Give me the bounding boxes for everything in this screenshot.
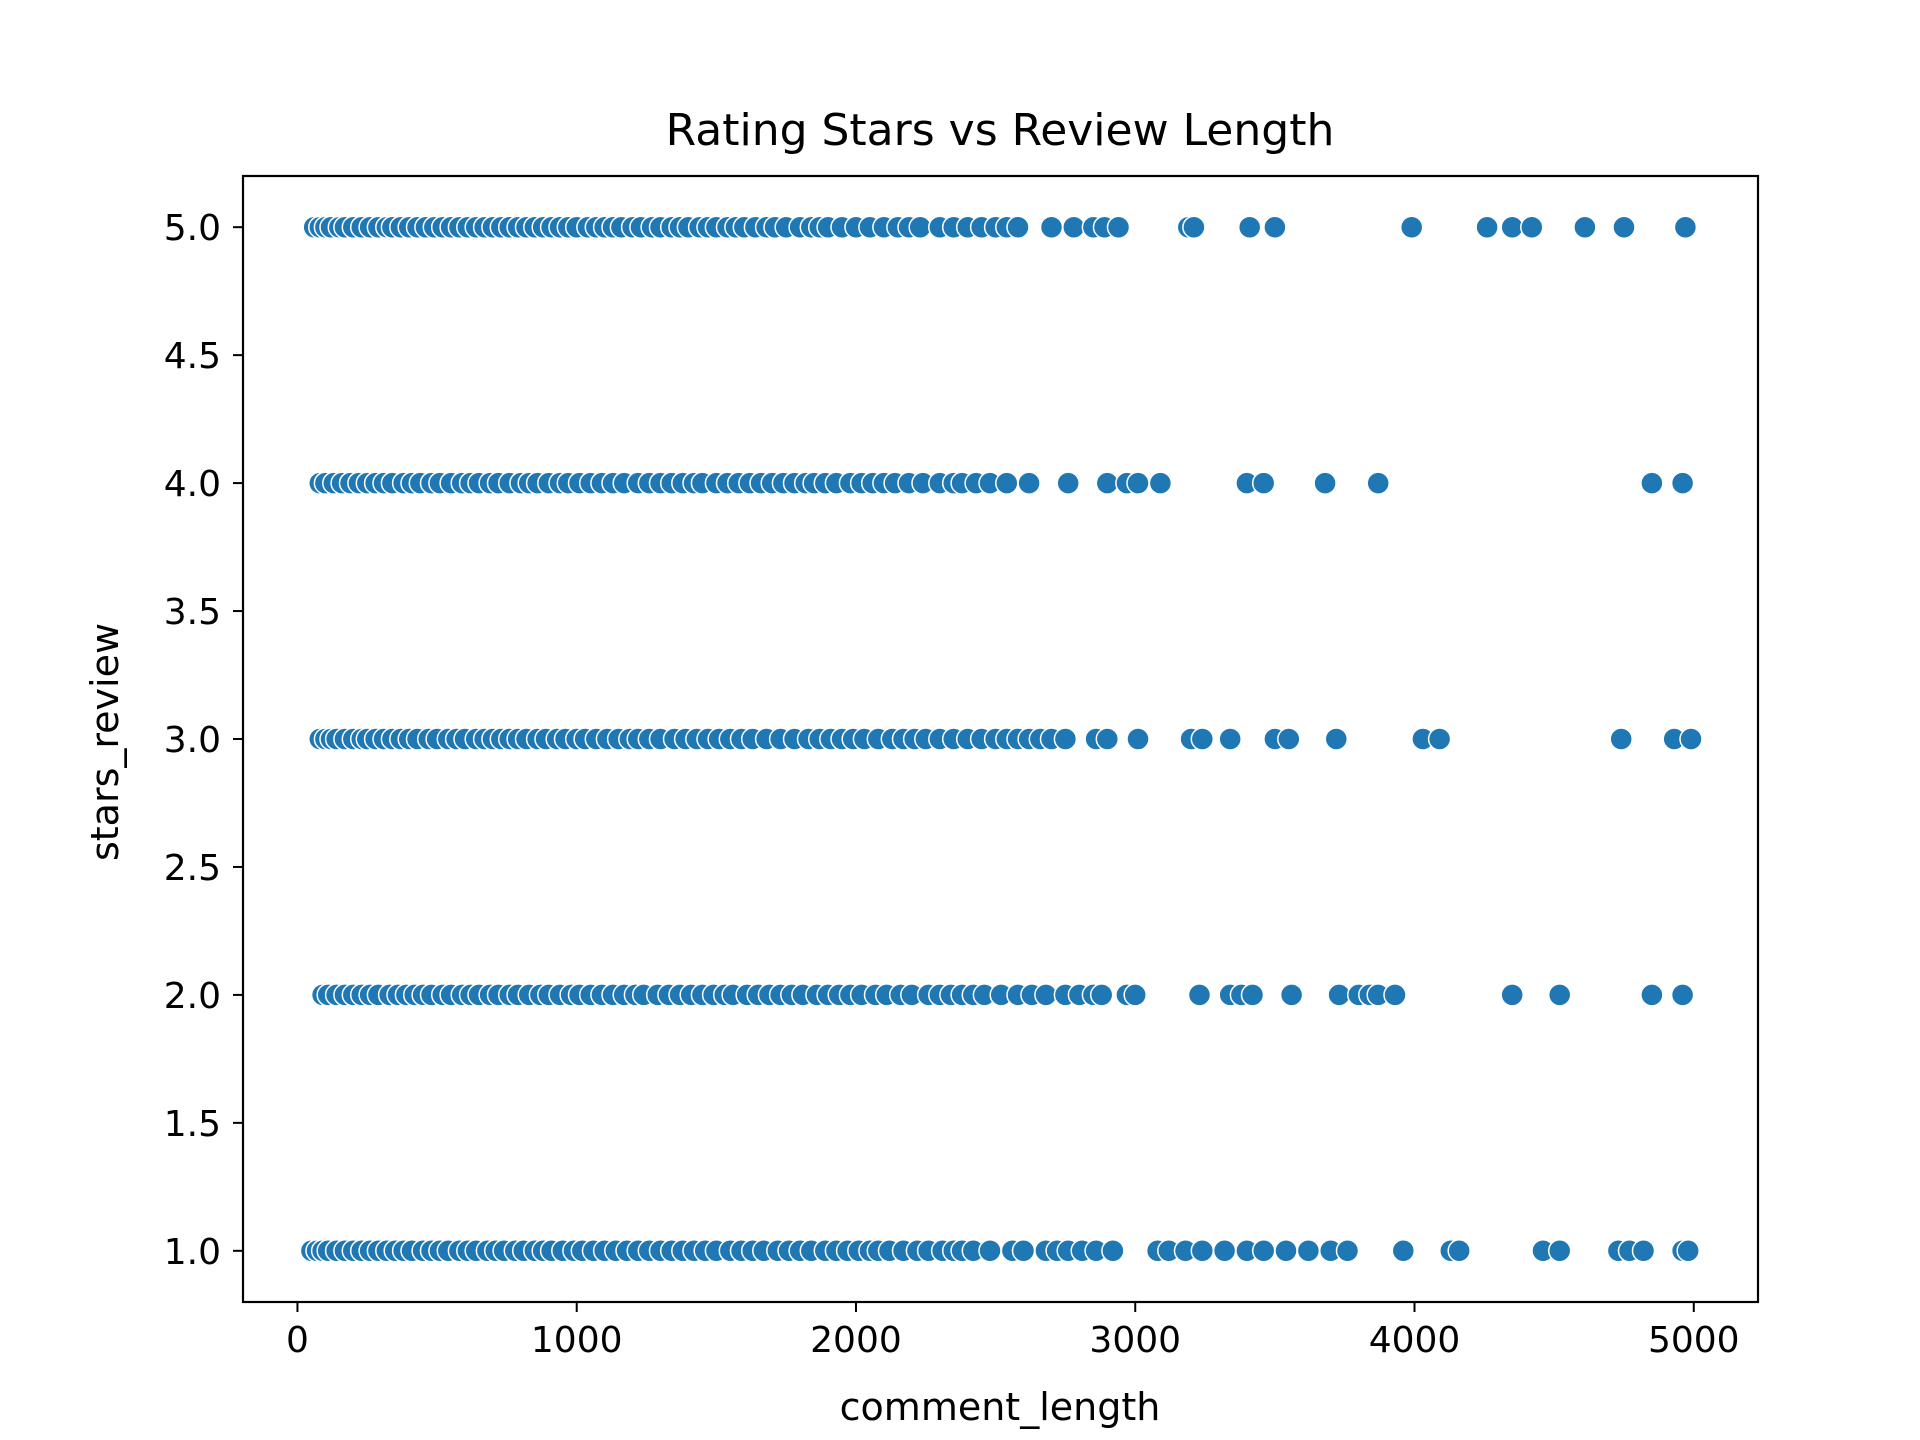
data-point	[1520, 215, 1544, 239]
x-tick-label: 5000	[1648, 1320, 1740, 1361]
x-tick-label: 2000	[810, 1320, 902, 1361]
data-point	[1383, 983, 1407, 1007]
data-point	[1218, 727, 1242, 751]
y-tick-label: 2.0	[164, 976, 221, 1017]
x-tick-label: 0	[286, 1320, 309, 1361]
data-point	[1427, 727, 1452, 751]
y-tick-label: 5.0	[164, 208, 221, 249]
data-point	[1034, 983, 1058, 1007]
data-point	[1547, 1239, 1572, 1263]
data-point	[1006, 215, 1030, 239]
data-point	[1670, 983, 1695, 1007]
data-point	[1101, 1239, 1125, 1263]
data-point	[1447, 1239, 1471, 1263]
data-point	[908, 215, 932, 239]
data-point	[1053, 727, 1078, 751]
data-point	[1277, 727, 1301, 751]
data-point	[1324, 727, 1349, 751]
data-point	[1039, 215, 1064, 239]
data-point	[1190, 1239, 1215, 1263]
plot-area-frame	[241, 174, 1760, 1304]
x-tick-label: 3000	[1089, 1320, 1181, 1361]
data-point	[1017, 471, 1041, 495]
data-point	[1123, 983, 1147, 1007]
data-point	[1062, 215, 1086, 239]
data-point	[1673, 215, 1698, 239]
y-axis-label: stars_review	[83, 623, 127, 861]
data-point	[1500, 983, 1524, 1007]
data-point	[1391, 1239, 1416, 1263]
data-point	[1056, 471, 1080, 495]
points-layer	[299, 215, 1703, 1263]
data-point	[1366, 471, 1390, 495]
data-point	[995, 471, 1019, 495]
data-point	[1095, 471, 1120, 495]
data-point	[1095, 727, 1120, 751]
data-point	[1573, 215, 1597, 239]
data-point	[1475, 215, 1499, 239]
data-point	[1612, 215, 1636, 239]
y-tick-label: 3.5	[164, 592, 221, 633]
data-point	[1106, 215, 1131, 239]
data-point	[1631, 1239, 1656, 1263]
data-point	[1011, 1239, 1036, 1263]
data-point	[1263, 215, 1287, 239]
x-tick-label: 1000	[531, 1320, 623, 1361]
data-point	[978, 1239, 1002, 1263]
data-point	[1089, 983, 1114, 1007]
data-point	[1251, 1239, 1276, 1263]
data-point	[1148, 471, 1173, 495]
y-tick-label: 1.5	[164, 1104, 221, 1145]
y-axis-ticks: 1.0 1.5 2.0 2.5 3.0 3.5 4.0 4.5 5.0	[164, 208, 243, 1273]
x-tick-label: 4000	[1369, 1320, 1461, 1361]
data-point	[1274, 1239, 1298, 1263]
data-point	[1190, 727, 1215, 751]
data-point	[1313, 471, 1337, 495]
data-point	[1670, 471, 1695, 495]
y-tick-label: 2.5	[164, 848, 221, 889]
data-point	[1296, 1239, 1321, 1263]
data-point	[1126, 471, 1150, 495]
chart-title: Rating Stars vs Review Length	[666, 105, 1335, 156]
data-point	[1212, 1239, 1237, 1263]
y-tick-label: 4.0	[164, 464, 221, 505]
x-axis-label: comment_length	[840, 1385, 1161, 1429]
data-point	[1547, 983, 1572, 1007]
data-point	[1676, 1239, 1700, 1263]
data-point	[1609, 727, 1633, 751]
data-point	[1327, 983, 1351, 1007]
y-tick-label: 1.0	[164, 1232, 221, 1273]
y-tick-label: 4.5	[164, 336, 221, 377]
data-point	[1679, 727, 1703, 751]
data-point	[1335, 1239, 1360, 1263]
data-point	[1251, 471, 1276, 495]
data-point	[1399, 215, 1424, 239]
y-tick-label: 3.0	[164, 720, 221, 761]
data-point	[1182, 215, 1206, 239]
x-axis-ticks: 0 1000 2000 3000 4000 5000	[286, 1302, 1740, 1361]
data-point	[1279, 983, 1304, 1007]
data-point	[1640, 983, 1664, 1007]
data-point	[1126, 727, 1150, 751]
data-point	[1640, 471, 1664, 495]
data-point	[1187, 983, 1212, 1007]
data-point	[1500, 215, 1524, 239]
data-point	[1240, 983, 1265, 1007]
data-point	[1237, 215, 1262, 239]
